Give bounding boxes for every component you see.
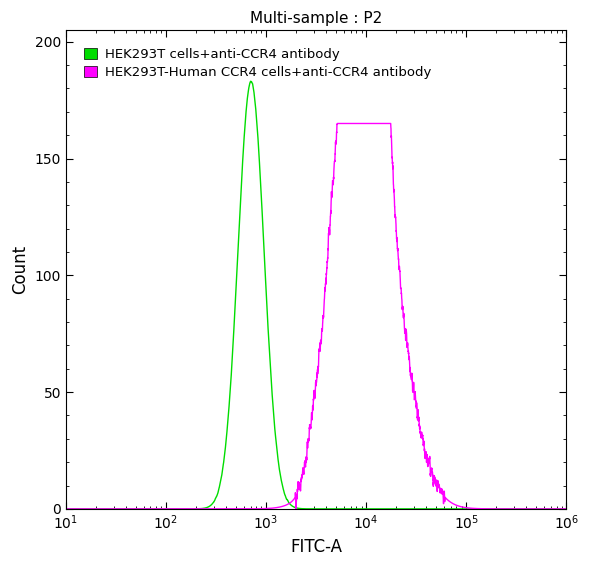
- HEK293T-Human CCR4 cells+anti-CCR4 antibody: [63, 505, 70, 512]
- Line: HEK293T-Human CCR4 cells+anti-CCR4 antibody: HEK293T-Human CCR4 cells+anti-CCR4 antib…: [66, 124, 566, 509]
- HEK293T-Human CCR4 cells+anti-CCR4 antibody: [254, 505, 261, 512]
- HEK293T cells+anti-CCR4 antibody: [563, 505, 570, 512]
- HEK293T cells+anti-CCR4 antibody: [474, 505, 481, 512]
- X-axis label: FITC-A: FITC-A: [290, 538, 342, 556]
- HEK293T-Human CCR4 cells+anti-CCR4 antibody: [334, 120, 341, 127]
- HEK293T-Human CCR4 cells+anti-CCR4 antibody: [153, 505, 160, 512]
- HEK293T cells+anti-CCR4 antibody: [247, 78, 254, 84]
- HEK293T-Human CCR4 cells+anti-CCR4 antibody: [362, 120, 369, 127]
- HEK293T cells+anti-CCR4 antibody: [362, 505, 369, 512]
- HEK293T cells+anti-CCR4 antibody: [153, 505, 160, 512]
- Line: HEK293T cells+anti-CCR4 antibody: HEK293T cells+anti-CCR4 antibody: [66, 81, 566, 509]
- Legend: HEK293T cells+anti-CCR4 antibody, HEK293T-Human CCR4 cells+anti-CCR4 antibody: HEK293T cells+anti-CCR4 antibody, HEK293…: [77, 41, 438, 85]
- HEK293T cells+anti-CCR4 antibody: [388, 505, 395, 512]
- Title: Multi-sample : P2: Multi-sample : P2: [250, 11, 382, 26]
- HEK293T-Human CCR4 cells+anti-CCR4 antibody: [563, 505, 570, 512]
- HEK293T-Human CCR4 cells+anti-CCR4 antibody: [474, 505, 481, 512]
- HEK293T cells+anti-CCR4 antibody: [63, 505, 70, 512]
- HEK293T-Human CCR4 cells+anti-CCR4 antibody: [388, 133, 395, 139]
- HEK293T-Human CCR4 cells+anti-CCR4 antibody: [436, 483, 443, 489]
- Y-axis label: Count: Count: [11, 245, 29, 294]
- HEK293T cells+anti-CCR4 antibody: [254, 124, 261, 130]
- HEK293T cells+anti-CCR4 antibody: [436, 505, 443, 512]
